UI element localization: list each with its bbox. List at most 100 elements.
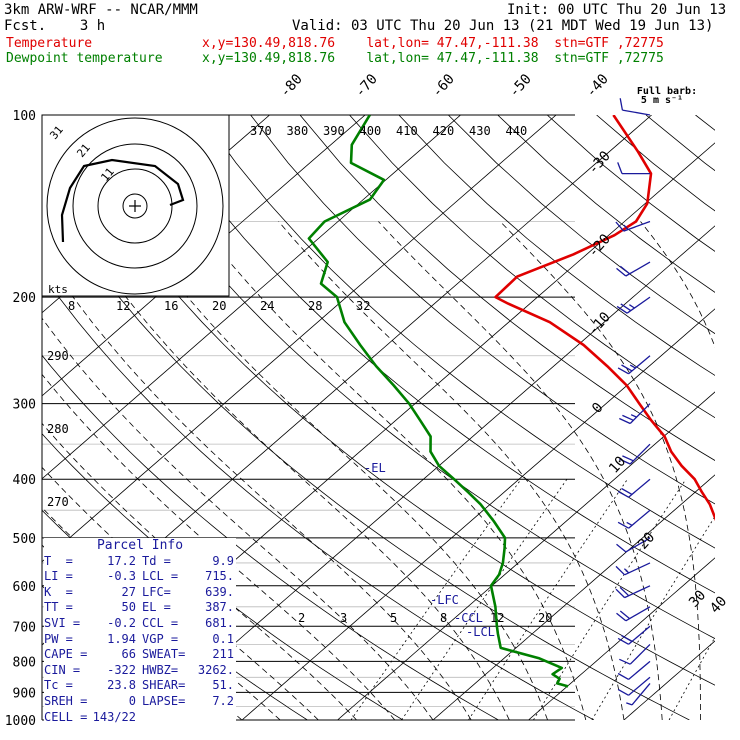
moist-adiabat bbox=[42, 250, 472, 720]
wind-barb-staff bbox=[629, 403, 651, 424]
barb-legend-line1: Full barb: bbox=[637, 86, 697, 97]
wind-barb-flag bbox=[617, 688, 629, 696]
parcel-info-row: SVI = -0.2 CCL = 681. bbox=[44, 616, 236, 632]
dry-adiabat bbox=[645, 115, 715, 172]
wind-barb-flag bbox=[619, 98, 624, 111]
dewpoint-location-info: x,y=130.49,818.76 lat,lon= 47.47,-111.38… bbox=[202, 51, 664, 66]
wind-barb-flag bbox=[619, 417, 631, 425]
dry-adiabat bbox=[42, 273, 595, 720]
dry-adiabat bbox=[497, 115, 715, 293]
level-marker: -LFC bbox=[430, 593, 459, 607]
parcel-info-title: Parcel Info bbox=[96, 538, 184, 553]
wind-barb-flag bbox=[619, 658, 631, 665]
wind-barb-flag bbox=[617, 672, 629, 680]
moist-adiabat bbox=[640, 221, 715, 349]
init-time: Init: 00 UTC Thu 20 Jun 13 bbox=[507, 2, 727, 18]
parcel-info-cell: T = bbox=[44, 553, 73, 568]
mixing-ratio-label: 2 bbox=[298, 611, 305, 625]
wind-barb-flag bbox=[619, 265, 631, 275]
wind-barb-flag bbox=[623, 224, 629, 231]
wind-barb-staff bbox=[628, 660, 651, 680]
pressure-tick-label: 700 bbox=[13, 620, 36, 635]
wind-barb-staff bbox=[624, 562, 651, 576]
parcel-info-cell: LFC= bbox=[142, 584, 171, 599]
mixing-ratio-line bbox=[668, 636, 715, 720]
wind-barb-staff bbox=[628, 676, 651, 696]
parcel-info-cell: -0.2 bbox=[107, 615, 136, 630]
theta-label: 430 bbox=[469, 124, 491, 138]
moist-adiabat bbox=[196, 221, 587, 720]
wind-barb-staff bbox=[626, 296, 651, 314]
isotherm bbox=[42, 115, 557, 563]
dry-adiabat bbox=[52, 115, 715, 686]
isotherm bbox=[528, 557, 715, 720]
parcel-info-cell: 9.9 bbox=[212, 553, 234, 568]
isotherm-label: -70 bbox=[352, 71, 381, 101]
parcel-info-row: T = 17.2 Td = 9.9 bbox=[44, 554, 236, 570]
wind-barb-flag bbox=[626, 702, 633, 706]
hodograph-units: kts bbox=[48, 283, 68, 296]
theta-label: 290 bbox=[47, 349, 69, 363]
dry-adiabats bbox=[42, 115, 715, 720]
wind-barb-staff bbox=[631, 682, 651, 706]
dry-adiabat bbox=[250, 115, 715, 505]
mixing-ratio-line bbox=[533, 478, 687, 720]
isotherm-label: -80 bbox=[277, 71, 306, 101]
isotherm bbox=[720, 115, 740, 720]
parcel-info-cell: SVI = bbox=[44, 615, 81, 630]
parcel-info-cell: CAPE = bbox=[44, 647, 88, 662]
pressure-tick-label: 900 bbox=[13, 686, 36, 701]
wind-barb-staff bbox=[624, 585, 651, 599]
wind-barb-flag bbox=[616, 267, 627, 277]
moist-adiabat bbox=[129, 221, 548, 720]
dewpoint-legend-label: Dewpoint temperature bbox=[6, 51, 163, 66]
parcel-info-row: SREH = 0 LAPSE= 7.2 bbox=[44, 694, 236, 710]
parcel-info-cell: EL = bbox=[142, 600, 171, 615]
mixing-ratio-upper-label: 24 bbox=[260, 299, 274, 313]
level-marker: -LCL bbox=[466, 625, 495, 639]
wind-barb-staff bbox=[625, 606, 651, 622]
dry-adiabat bbox=[101, 115, 715, 640]
wind-barb-flag bbox=[615, 588, 626, 599]
moist-adiabat bbox=[42, 317, 434, 720]
parcel-info-cell: PW = bbox=[44, 631, 73, 646]
wind-barb-flag bbox=[622, 414, 634, 421]
parcel-info-cell: HWBZ= bbox=[142, 662, 179, 677]
parcel-info-cell: 1.94 bbox=[107, 631, 136, 646]
model-title: 3km ARW-WRF -- NCAR/MMM bbox=[4, 2, 198, 18]
hodograph-ring bbox=[72, 143, 198, 269]
isotherm-label: 20 bbox=[635, 529, 658, 552]
wind-barb-flag bbox=[617, 162, 623, 174]
wind-barb-staff bbox=[629, 443, 651, 465]
wind-barb-flag bbox=[617, 367, 629, 375]
isotherm bbox=[241, 308, 715, 720]
pressure-tick-label: 600 bbox=[13, 580, 36, 595]
parcel-info-row: CIN = -322 HWBZ= 3262. bbox=[44, 663, 236, 679]
theta-label: 270 bbox=[47, 495, 69, 509]
wind-barb-flag bbox=[616, 305, 628, 314]
wind-barb-flag bbox=[623, 568, 630, 574]
isotherm-label: -10 bbox=[585, 309, 614, 339]
wind-barb-flag bbox=[622, 455, 634, 462]
pressure-tick-label: 200 bbox=[13, 291, 36, 306]
parcel-info-cell: 27 bbox=[121, 584, 136, 599]
parcel-info-cell: VGP = bbox=[142, 631, 179, 646]
wind-barb-flag bbox=[615, 221, 625, 232]
parcel-info-cell: 211 bbox=[212, 647, 234, 662]
parcel-info-cell: 0.1 bbox=[212, 631, 234, 646]
parcel-info-cell: SREH = bbox=[44, 693, 88, 708]
mixing-ratio-label: 8 bbox=[440, 611, 447, 625]
parcel-info-cell: 51. bbox=[212, 678, 234, 693]
mixing-ratio-label: 5 bbox=[390, 611, 397, 625]
moist-adiabat bbox=[278, 221, 625, 720]
wind-barb-flag bbox=[621, 364, 633, 372]
isotherm-label: -50 bbox=[506, 71, 535, 101]
mixing-ratio-upper-label: 20 bbox=[212, 299, 226, 313]
wind-barb-flag bbox=[626, 521, 633, 526]
parcel-info-cell: CCL = bbox=[142, 615, 179, 630]
level-marker: -CCL bbox=[454, 611, 483, 625]
mixing-ratio-lines bbox=[350, 478, 715, 720]
parcel-info-cell: LI = bbox=[44, 569, 73, 584]
sounding-profiles bbox=[307, 115, 715, 688]
mixing-ratio-upper-label: 16 bbox=[164, 299, 178, 313]
